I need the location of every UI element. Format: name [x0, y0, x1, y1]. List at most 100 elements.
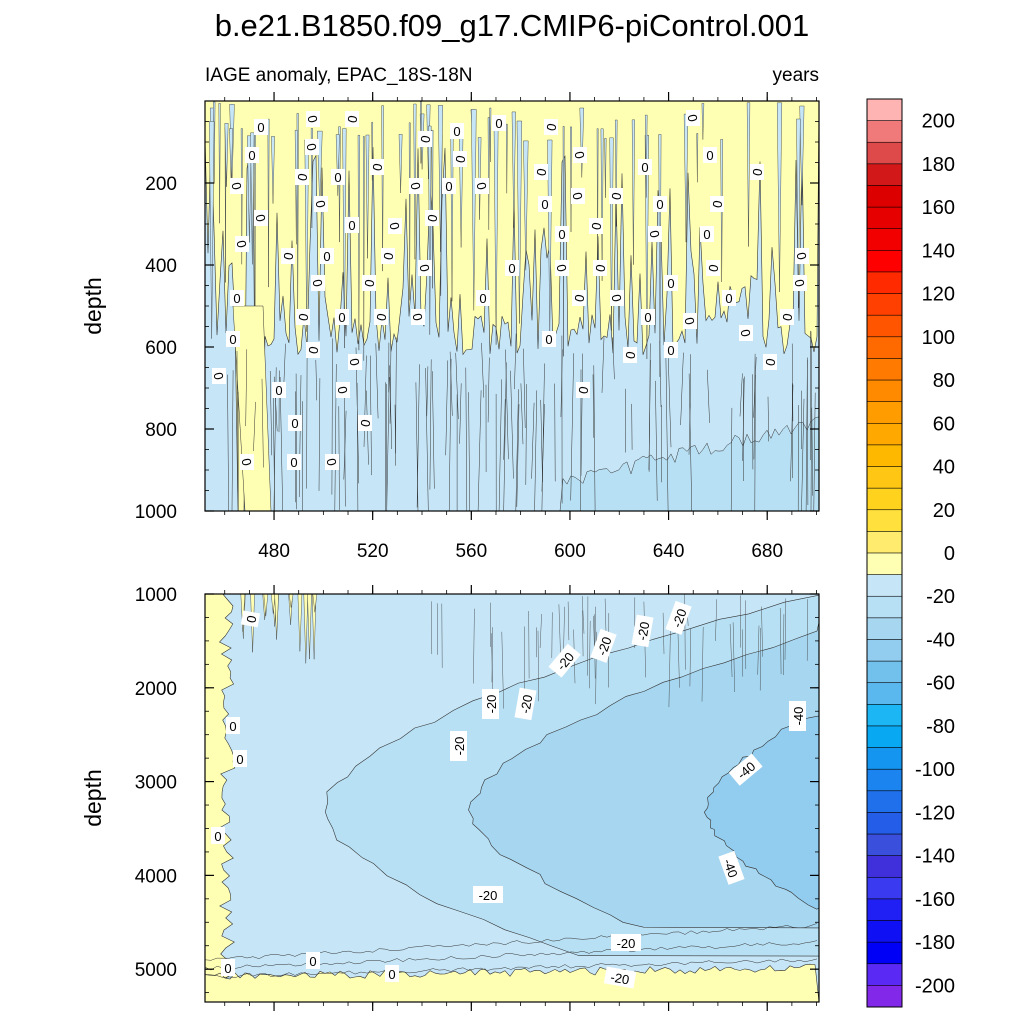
- lower-contour-label: -20: [603, 966, 637, 989]
- upper-contour-label: 0: [608, 188, 625, 204]
- upper-contour-line: [805, 357, 808, 511]
- svg-text:0: 0: [725, 291, 732, 306]
- colorbar-label: -100: [915, 759, 955, 781]
- upper-streak: [209, 121, 215, 339]
- upper-contour-line: [570, 353, 574, 501]
- upper-contour-line: [245, 349, 248, 427]
- svg-text:0: 0: [749, 167, 765, 177]
- upper-contour-line: [231, 370, 234, 511]
- svg-text:0: 0: [646, 229, 662, 239]
- upper-contour-label: 0: [407, 178, 424, 194]
- lower-contour-label: -20: [631, 614, 654, 648]
- upper-contour-line: [261, 378, 264, 468]
- upper-streak: [357, 135, 361, 351]
- colorbar-cell: [866, 898, 903, 922]
- upper-streak: [335, 134, 340, 196]
- svg-text:0: 0: [233, 239, 249, 249]
- svg-text:-20: -20: [479, 888, 498, 903]
- svg-text:-20: -20: [594, 635, 615, 658]
- lower-contour-line: [551, 612, 553, 658]
- lower-contour-line: [582, 596, 585, 634]
- colorbar-cell: [866, 185, 903, 208]
- upper-contour-line: [505, 349, 509, 460]
- colorbar-cell: [866, 379, 903, 403]
- lower-top-streak: [297, 594, 303, 652]
- colorbar-label: -160: [915, 889, 955, 911]
- upper-contour-line: [318, 378, 321, 491]
- upper-streak: [471, 109, 477, 311]
- svg-text:0: 0: [214, 829, 221, 844]
- colorbar-label: -140: [915, 846, 955, 868]
- upper-streak: [614, 119, 618, 227]
- lower-top-streak: [274, 594, 279, 640]
- upper-contour-label: 0: [622, 347, 639, 363]
- upper-contour-label: 0: [575, 382, 592, 398]
- upper-streak: [604, 138, 607, 198]
- upper-streak: [271, 136, 275, 204]
- lower-contour-line: [205, 940, 818, 971]
- upper-contour-label: 0: [749, 164, 766, 180]
- colorbar-cell: [866, 531, 903, 554]
- svg-text:0: 0: [291, 416, 298, 431]
- upper-contour-label: 0: [779, 309, 796, 325]
- upper-contour-line: [707, 369, 710, 423]
- svg-text:0: 0: [791, 278, 807, 288]
- svg-text:0: 0: [252, 213, 268, 223]
- upper-streak: [267, 118, 270, 288]
- lower-contour-line: [732, 622, 735, 693]
- upper-contour-label: 0: [228, 178, 245, 194]
- x-tick-label: 520: [357, 541, 389, 562]
- upper-contour-line: [315, 359, 318, 401]
- upper-streak: [371, 122, 374, 181]
- colorbar-label: -180: [915, 932, 955, 954]
- x-tick-label: 600: [554, 541, 586, 562]
- upper-contour-line: [465, 367, 468, 511]
- svg-text:0: 0: [681, 316, 697, 326]
- colorbar-label: -60: [926, 673, 955, 695]
- colorbar-cell: [866, 314, 903, 338]
- colorbar-cell: [866, 509, 903, 532]
- lower-contour-line: [473, 608, 475, 684]
- svg-text:0: 0: [571, 293, 587, 303]
- lower-contour-label: -20: [450, 731, 467, 761]
- upper-contour-label: 0: [280, 248, 297, 264]
- svg-text:0: 0: [417, 134, 433, 144]
- svg-text:0: 0: [706, 148, 713, 163]
- upper-contour-line: [534, 390, 538, 511]
- svg-text:0: 0: [779, 312, 795, 322]
- upper-streak: [250, 132, 255, 265]
- upper-streak: [696, 133, 699, 183]
- upper-contour-line: [580, 353, 583, 476]
- lower-bottom-positive: [205, 963, 819, 1002]
- svg-text:0: 0: [312, 199, 328, 209]
- lower-top-streak: [307, 594, 312, 660]
- lower-contour-line: [205, 923, 818, 961]
- upper-contour-label: 0: [345, 217, 359, 233]
- upper-contour-label: 0: [762, 354, 779, 370]
- colorbar-cell: [866, 595, 903, 619]
- colorbar-label: -120: [915, 802, 955, 824]
- upper-contour-line: [510, 370, 514, 479]
- svg-text:0: 0: [762, 357, 778, 367]
- colorbar-label: 180: [922, 154, 955, 176]
- upper-contour-label: 0: [417, 131, 434, 147]
- svg-text:0: 0: [709, 199, 725, 209]
- svg-text:0: 0: [346, 357, 362, 367]
- y-tick-label: 800: [145, 420, 177, 441]
- colorbar-cell: [866, 747, 903, 770]
- upper-contour-label: 0: [569, 188, 586, 204]
- lower-level-minus30: [703, 715, 819, 910]
- colorbar-label: 140: [922, 240, 955, 262]
- upper-contour-line: [739, 373, 743, 417]
- upper-contour-line: [389, 343, 392, 424]
- upper-streak: [600, 128, 604, 281]
- lower-contour-line: [662, 612, 665, 654]
- svg-text:0: 0: [369, 162, 385, 172]
- upper-contour-label: 0: [424, 210, 441, 226]
- upper-streak: [381, 105, 384, 272]
- svg-text:0: 0: [334, 170, 341, 185]
- svg-text:0: 0: [238, 457, 254, 467]
- upper-contour-line: [253, 401, 256, 452]
- chart-title: b.e21.B1850.f09_g17.CMIP6-piControl.001: [215, 8, 810, 43]
